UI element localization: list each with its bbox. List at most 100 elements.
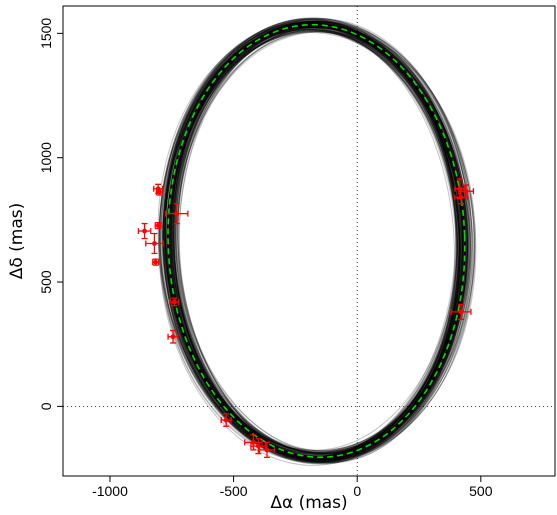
x-axis-ticks: -1000 -500 0 500 (92, 476, 493, 499)
data-point (169, 297, 180, 307)
orbit-sample (163, 30, 467, 458)
orbit-sample (164, 24, 465, 451)
orbit-sample (164, 20, 466, 459)
point-marker (458, 195, 464, 200)
orbit-sample (171, 26, 457, 455)
orbit-sample (173, 20, 468, 459)
data-point (454, 190, 468, 205)
x-tick-label: 500 (469, 483, 493, 499)
astrometry-points (137, 178, 475, 458)
orbit-sample-band (157, 17, 477, 466)
y-tick-label: 0 (38, 402, 54, 410)
orbit-sample (170, 27, 463, 462)
data-point (167, 329, 179, 344)
data-point (164, 203, 189, 225)
point-marker (174, 211, 180, 217)
y-tick-label: 1500 (38, 18, 54, 49)
point-marker (264, 447, 270, 453)
orbit-sample (160, 28, 465, 454)
point-marker (170, 334, 176, 340)
data-point (137, 222, 152, 240)
orbit-sample (165, 25, 466, 463)
orbit-sample (172, 24, 466, 462)
orbit-sample (163, 26, 466, 452)
orbit-sample (169, 17, 457, 458)
orbit-sample (163, 22, 461, 457)
orbit-sample (171, 22, 470, 461)
orbit-sample (159, 22, 471, 463)
orbit-sample (164, 22, 473, 461)
orbit-sample (169, 24, 466, 459)
orbit-sample (176, 27, 464, 454)
data-point (154, 221, 162, 230)
orbit-sample (175, 20, 463, 454)
orbit-sample (173, 20, 463, 465)
data-point (450, 303, 472, 320)
point-marker (250, 440, 256, 445)
orbit-sample (168, 26, 467, 453)
orbit-sample (158, 24, 467, 464)
point-marker (157, 189, 162, 195)
orbit-sample (158, 20, 466, 462)
orbit-sample (169, 24, 456, 463)
orbit-sample (164, 28, 468, 454)
orbit-sample (178, 23, 465, 463)
orbit-sample (162, 32, 464, 458)
orbit-sample (164, 21, 469, 455)
orbit-sample (169, 27, 457, 458)
orbit-sample (171, 27, 464, 461)
orbit-sample (170, 19, 460, 459)
orbit-sample (168, 29, 463, 459)
orbit-sample (157, 23, 468, 455)
orbit-sample (170, 18, 470, 461)
orbit-sample (168, 22, 463, 464)
orbit-sample (177, 23, 463, 464)
orbit-sample (163, 24, 461, 461)
orbit-sample (175, 30, 461, 459)
orbit-sample (163, 25, 461, 460)
orbit-sample (158, 24, 467, 454)
orbit-sample (177, 23, 464, 455)
orbit-sample (161, 25, 466, 453)
point-marker (153, 259, 159, 265)
orbit-sample (166, 20, 473, 458)
orbit-sample (170, 30, 459, 458)
data-point (155, 188, 164, 196)
y-tick-label: 500 (38, 270, 54, 294)
orbit-sample (164, 22, 477, 459)
orbit-sample (162, 25, 468, 454)
orbit-sample (174, 27, 466, 457)
orbit-sample (166, 25, 467, 464)
orbit-sample (158, 22, 469, 466)
point-marker (155, 223, 161, 228)
orbit-sample (170, 30, 466, 456)
orbit-sample (171, 21, 470, 461)
data-point (220, 413, 232, 427)
orbit-sample (170, 28, 458, 455)
orbit-sample (174, 24, 462, 452)
orbit-sample (160, 26, 472, 462)
orbit-sample (169, 26, 459, 451)
y-tick-label: 1000 (38, 142, 54, 173)
point-marker (463, 188, 469, 194)
x-tick-label: 0 (353, 483, 361, 499)
orbit-sample (166, 24, 476, 461)
orbit-sample (164, 22, 459, 463)
x-tick-label: -1000 (92, 483, 128, 499)
orbit-sample (169, 22, 459, 458)
orbit-sample (173, 18, 463, 458)
orbit-sample (169, 25, 458, 456)
orbit-sample (177, 26, 466, 463)
orbit-sample (168, 30, 465, 459)
orbit-sample (159, 25, 467, 463)
data-point (258, 441, 276, 458)
orbit-sample (158, 27, 467, 452)
data-point (244, 434, 263, 451)
x-axis-label: Δα (mas) (270, 493, 347, 513)
orbit-sample (163, 17, 467, 459)
orbit-sample (166, 29, 469, 455)
orbit-sample (175, 26, 468, 455)
orbit-sample (170, 28, 459, 459)
orbit-sample (164, 27, 459, 461)
orbit-sample (172, 26, 461, 455)
